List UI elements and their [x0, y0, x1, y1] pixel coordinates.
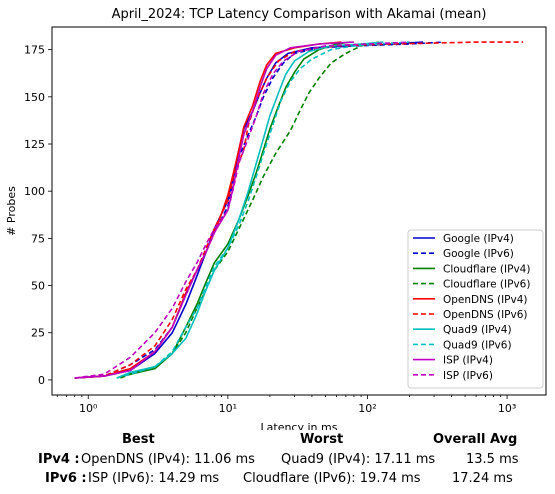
legend-label: Quad9 (IPv6): [443, 339, 512, 351]
y-tick-label: 25: [31, 327, 45, 340]
y-tick-label: 50: [31, 280, 45, 293]
series-line-google-ipv4: [74, 41, 424, 379]
legend-label: ISP (IPv4): [443, 355, 493, 367]
y-axis-label: # Probes: [5, 186, 18, 236]
series-line-quad9-ipv4: [116, 41, 384, 379]
x-tick-label: 10²: [358, 402, 376, 415]
legend-label: Cloudflare (IPv4): [443, 263, 530, 275]
y-tick-label: 0: [38, 374, 45, 387]
y-axis-ticks: 0 25 50 75 100 125 150 175: [24, 44, 52, 387]
y-tick-label: 100: [24, 185, 45, 198]
plot-area: [51, 26, 547, 396]
legend-label: Quad9 (IPv4): [443, 324, 512, 336]
legend-label: OpenDNS (IPv4): [443, 294, 528, 306]
series-line-isp-ipv6: [74, 41, 410, 379]
x-axis-ticks: 10⁰ 10¹ 10² 10³: [56, 395, 516, 415]
summary-row-ipv4-avg: 13.5 ms: [466, 452, 519, 467]
x-axis-label: Latency in ms: [261, 421, 338, 430]
summary-row-ipv4-best: OpenDNS (IPv4): 11.06 ms: [81, 452, 255, 467]
legend-label: OpenDNS (IPv6): [443, 309, 528, 321]
x-tick-label: 10¹: [219, 402, 237, 415]
chart-title: April_2024: TCP Latency Comparison with …: [112, 7, 487, 22]
summary-header-best: Best: [122, 432, 155, 447]
series-line-cloudflare-ipv4: [116, 41, 351, 379]
summary-row-ipv6-label: IPv6 :: [45, 471, 87, 486]
summary-row-ipv6-avg: 17.24 ms: [452, 471, 513, 486]
summary-row-ipv6-best: ISP (IPv6): 14.29 ms: [88, 471, 220, 486]
legend-label: Cloudflare (IPv6): [443, 279, 530, 291]
latency-chart: April_2024: TCP Latency Comparison with …: [5, 7, 547, 430]
x-tick-label: 10³: [498, 402, 516, 415]
legend-frame: [407, 229, 544, 389]
series-line-opendns-ipv4: [74, 41, 342, 379]
summary-header-worst: Worst: [300, 432, 344, 447]
summary-header-avg: Overall Avg: [433, 432, 518, 447]
y-tick-label: 175: [24, 44, 45, 57]
legend-label: Google (IPv4): [443, 233, 514, 245]
legend-label: ISP (IPv6): [443, 370, 493, 382]
summary-row-ipv4-label: IPv4 :: [38, 452, 80, 467]
legend-label: Google (IPv6): [443, 248, 514, 260]
series-line-isp-ipv4: [74, 41, 354, 379]
series-line-cloudflare-ipv6: [120, 41, 379, 379]
series-lines: [74, 41, 523, 379]
summary-row-ipv6-worst: Cloudflare (IPv6): 19.74 ms: [243, 471, 421, 486]
summary-row-ipv4-worst: Quad9 (IPv4): 17.11 ms: [281, 452, 436, 467]
series-line-quad9-ipv6: [116, 41, 410, 379]
y-tick-label: 75: [31, 232, 45, 245]
legend: Google (IPv4) Google (IPv6) Cloudflare (IP…: [407, 229, 544, 389]
x-tick-label: 10⁰: [79, 402, 98, 415]
y-tick-label: 125: [24, 138, 45, 151]
y-tick-label: 150: [24, 91, 45, 104]
